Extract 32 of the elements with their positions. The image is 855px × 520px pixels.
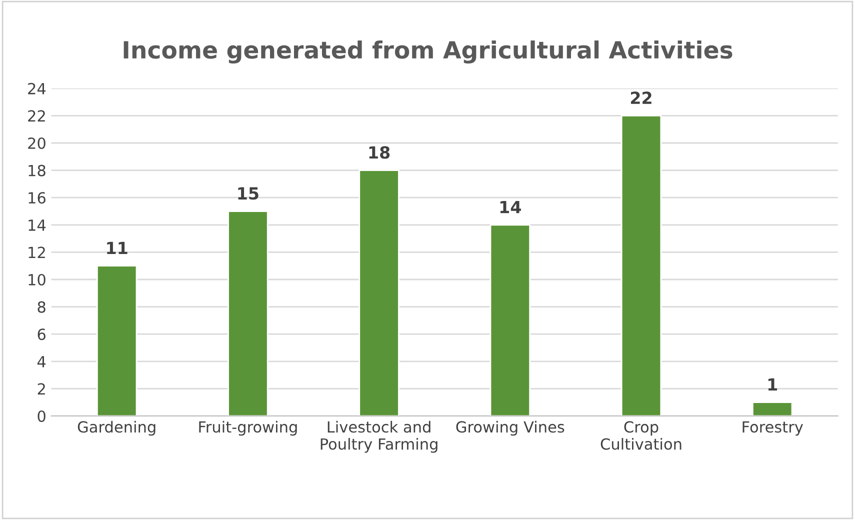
bar bbox=[752, 402, 793, 416]
bar bbox=[490, 224, 531, 416]
data-label: 11 bbox=[107, 242, 128, 254]
data-label: 1 bbox=[768, 378, 777, 391]
bar bbox=[228, 210, 268, 416]
y-tick-label: 22 bbox=[28, 110, 45, 122]
y-tick-label: 4 bbox=[37, 356, 46, 368]
bar bbox=[96, 265, 138, 416]
x-tick-label: Forestry bbox=[742, 421, 803, 436]
x-tick-label: Crop Cultivation bbox=[600, 421, 682, 450]
x-tick-label: Growing Vines bbox=[456, 420, 564, 436]
y-tick-label: 10 bbox=[28, 274, 46, 286]
bar bbox=[358, 170, 400, 416]
data-label: 15 bbox=[238, 187, 258, 200]
y-tick-label: 18 bbox=[28, 164, 46, 176]
x-tick-label: Fruit-growing bbox=[199, 420, 297, 436]
data-label: 14 bbox=[500, 200, 521, 214]
y-tick-label: 16 bbox=[28, 192, 46, 204]
y-tick-label: 12 bbox=[28, 246, 45, 258]
x-tick-label: Livestock and Poultry Farming bbox=[320, 420, 438, 453]
chart-title: Income generated from Agricultural Activities bbox=[124, 40, 732, 64]
y-tick-label: 8 bbox=[38, 301, 46, 313]
y-tick-label: 2 bbox=[38, 383, 45, 395]
y-tick-label: 24 bbox=[28, 82, 46, 94]
data-label: 18 bbox=[369, 146, 390, 159]
y-tick-label: 0 bbox=[38, 410, 46, 422]
data-label: 22 bbox=[630, 92, 652, 104]
y-tick-label: 6 bbox=[38, 328, 46, 340]
x-tick-label: Gardening bbox=[78, 420, 156, 436]
y-tick-label: 20 bbox=[28, 137, 46, 150]
y-tick-label: 14 bbox=[28, 220, 46, 231]
bar bbox=[620, 115, 662, 416]
